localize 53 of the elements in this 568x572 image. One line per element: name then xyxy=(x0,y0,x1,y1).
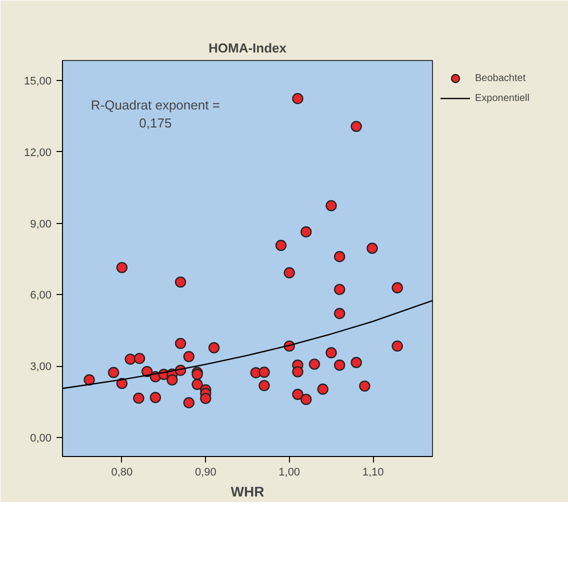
point xyxy=(200,392,212,404)
x-tick-label: 1,10 xyxy=(362,466,384,478)
legend-label: Exponentiell xyxy=(475,92,530,104)
y-tick-label: 15,00 xyxy=(24,75,52,88)
point xyxy=(166,374,178,386)
x-axis-title: WHR xyxy=(230,484,264,500)
y-tick-label: 0,00 xyxy=(30,432,52,444)
point xyxy=(284,267,295,278)
annotation: R-Quadrat exponent = 0,175 xyxy=(90,97,220,130)
point xyxy=(183,397,195,408)
y-tick-label: 12,00 xyxy=(24,146,52,159)
y-tick-label: 3,00 xyxy=(30,361,52,374)
point xyxy=(326,200,337,212)
point xyxy=(292,366,304,378)
point xyxy=(300,394,312,405)
point xyxy=(275,240,287,251)
point xyxy=(84,374,95,386)
point xyxy=(350,356,362,368)
point xyxy=(366,242,378,254)
point xyxy=(134,352,146,364)
point xyxy=(350,120,362,132)
x-tick-label: 1,00 xyxy=(278,466,300,478)
point xyxy=(359,380,370,392)
point xyxy=(292,92,304,104)
point xyxy=(108,366,120,378)
point xyxy=(334,284,346,296)
point xyxy=(258,366,270,378)
point xyxy=(317,384,328,395)
point xyxy=(334,251,346,262)
point xyxy=(258,380,270,392)
point xyxy=(174,276,186,288)
point xyxy=(308,358,320,370)
y-tick-label: 9,00 xyxy=(30,218,52,230)
point xyxy=(124,354,136,365)
y-tick-label: 6,00 xyxy=(30,290,52,302)
point xyxy=(334,360,346,371)
point xyxy=(133,392,144,404)
point xyxy=(326,347,337,358)
x-tick-label: 0,90 xyxy=(194,466,216,478)
point xyxy=(116,262,128,274)
point xyxy=(183,350,195,362)
point xyxy=(334,308,346,320)
point xyxy=(208,342,220,354)
point xyxy=(150,392,162,404)
point xyxy=(392,340,403,352)
point xyxy=(192,378,203,390)
point xyxy=(300,226,312,238)
point xyxy=(292,388,304,400)
legend-label: Beobachtet xyxy=(475,72,526,84)
point xyxy=(392,282,403,294)
x-tick-label: 0,80 xyxy=(111,466,133,478)
point xyxy=(174,338,186,350)
chart-title: HOMA-Index xyxy=(208,40,288,56)
